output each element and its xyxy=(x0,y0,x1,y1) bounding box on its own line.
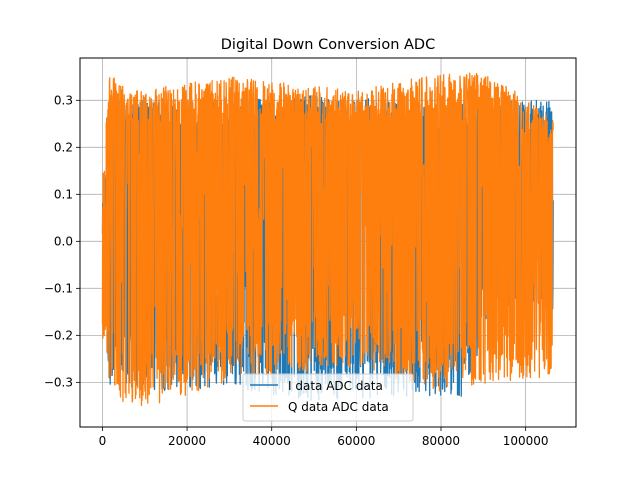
legend-label-q: Q data ADC data xyxy=(288,400,389,414)
y-tick-label: 0.0 xyxy=(54,234,73,248)
chart-title: Digital Down Conversion ADC xyxy=(221,37,435,53)
y-tick-label: 0.1 xyxy=(54,187,73,201)
x-tick-label: 40000 xyxy=(253,434,291,448)
y-tick-label: 0.2 xyxy=(54,140,73,154)
y-tick-label: 0.3 xyxy=(54,93,73,107)
series-line xyxy=(101,72,554,407)
series-q-data xyxy=(101,72,554,407)
legend-box xyxy=(242,373,414,422)
legend-label-i: I data ADC data xyxy=(288,379,383,393)
x-tick-label: 100000 xyxy=(503,434,549,448)
y-tick-label: −0.1 xyxy=(44,281,73,295)
y-tick-label: −0.3 xyxy=(44,375,73,389)
axes-frame xyxy=(79,57,577,428)
x-tick-label: 60000 xyxy=(337,434,375,448)
x-tick-label: 0 xyxy=(99,434,107,448)
plot-area xyxy=(101,72,554,407)
x-tick-label: 80000 xyxy=(422,434,460,448)
legend: I data ADC data Q data ADC data xyxy=(242,373,414,422)
y-tick-label: −0.2 xyxy=(44,328,73,342)
axes: 0 20000 40000 60000 80000 100000 −0.3 −0.2 −0.1 0… xyxy=(44,93,549,448)
x-tick-label: 20000 xyxy=(168,434,206,448)
